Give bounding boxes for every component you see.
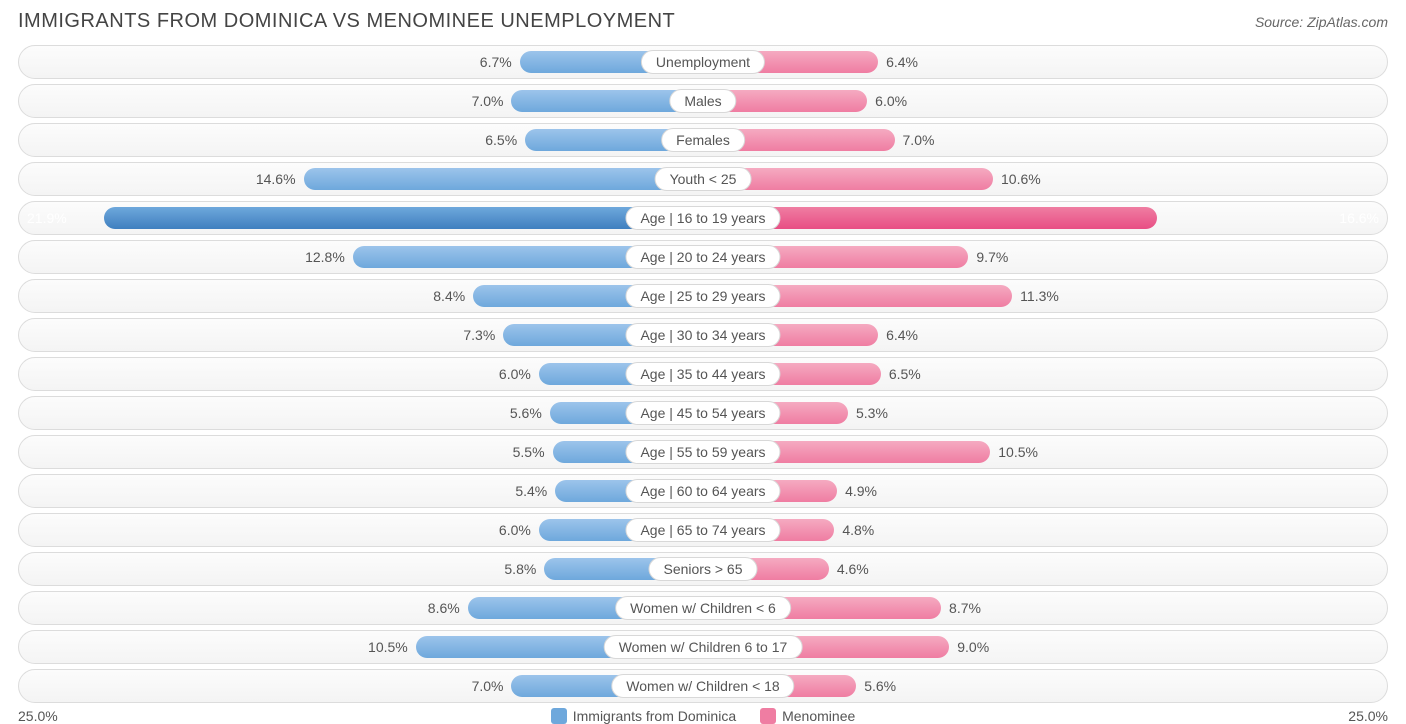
value-right: 4.8% [842, 514, 874, 546]
value-left: 21.9% [27, 202, 67, 234]
value-left: 6.0% [499, 358, 531, 390]
value-right: 9.7% [976, 241, 1008, 273]
category-label: Women w/ Children < 18 [611, 674, 794, 698]
chart-title: IMMIGRANTS FROM DOMINICA VS MENOMINEE UN… [18, 10, 675, 33]
value-right: 4.6% [837, 553, 869, 585]
value-right: 4.9% [845, 475, 877, 507]
legend-swatch-left [551, 708, 567, 724]
value-right: 6.4% [886, 319, 918, 351]
value-right: 7.0% [903, 124, 935, 156]
category-label: Unemployment [641, 50, 765, 74]
chart-row: 8.6% 8.7% Women w/ Children < 6 [18, 591, 1388, 625]
legend-label-left: Immigrants from Dominica [573, 708, 736, 724]
chart-row: 5.5% 10.5% Age | 55 to 59 years [18, 435, 1388, 469]
chart-row: 6.0% 6.5% Age | 35 to 44 years [18, 357, 1388, 391]
legend-item-right: Menominee [760, 708, 855, 724]
category-label: Age | 45 to 54 years [625, 401, 780, 425]
value-left: 5.4% [515, 475, 547, 507]
value-right: 9.0% [957, 631, 989, 663]
value-left: 14.6% [256, 163, 296, 195]
value-left: 8.6% [428, 592, 460, 624]
chart-row: 7.0% 6.0% Males [18, 84, 1388, 118]
chart-row: 14.6% 10.6% Youth < 25 [18, 162, 1388, 196]
value-left: 6.5% [485, 124, 517, 156]
legend-swatch-right [760, 708, 776, 724]
axis-left-max: 25.0% [18, 708, 58, 724]
value-right: 6.4% [886, 46, 918, 78]
value-right: 5.6% [864, 670, 896, 702]
value-left: 7.3% [463, 319, 495, 351]
value-left: 7.0% [472, 670, 504, 702]
value-left: 7.0% [472, 85, 504, 117]
chart-row: 5.4% 4.9% Age | 60 to 64 years [18, 474, 1388, 508]
value-left: 5.6% [510, 397, 542, 429]
chart-row: 10.5% 9.0% Women w/ Children 6 to 17 [18, 630, 1388, 664]
value-left: 5.5% [513, 436, 545, 468]
butterfly-chart: 6.7% 6.4% Unemployment 7.0% 6.0% Males 6.5% 7.0… [18, 45, 1388, 703]
value-left: 6.7% [480, 46, 512, 78]
chart-row: 12.8% 9.7% Age | 20 to 24 years [18, 240, 1388, 274]
chart-row: 6.5% 7.0% Females [18, 123, 1388, 157]
category-label: Age | 60 to 64 years [625, 479, 780, 503]
value-right: 6.0% [875, 85, 907, 117]
category-label: Females [661, 128, 745, 152]
category-label: Women w/ Children < 6 [615, 596, 791, 620]
value-right: 10.5% [998, 436, 1038, 468]
value-left: 10.5% [368, 631, 408, 663]
category-label: Women w/ Children 6 to 17 [604, 635, 803, 659]
bar-left [304, 168, 703, 190]
axis-right-max: 25.0% [1348, 708, 1388, 724]
chart-row: 5.8% 4.6% Seniors > 65 [18, 552, 1388, 586]
value-right: 5.3% [856, 397, 888, 429]
legend: Immigrants from Dominica Menominee [551, 708, 856, 724]
chart-row: 21.9% 16.6% Age | 16 to 19 years [18, 201, 1388, 235]
value-right: 16.6% [1339, 202, 1379, 234]
chart-row: 6.7% 6.4% Unemployment [18, 45, 1388, 79]
category-label: Youth < 25 [655, 167, 752, 191]
chart-source: Source: ZipAtlas.com [1255, 14, 1388, 30]
category-label: Age | 35 to 44 years [625, 362, 780, 386]
category-label: Age | 30 to 34 years [625, 323, 780, 347]
value-right: 11.3% [1020, 280, 1059, 312]
chart-row: 6.0% 4.8% Age | 65 to 74 years [18, 513, 1388, 547]
value-left: 8.4% [433, 280, 465, 312]
category-label: Males [669, 89, 736, 113]
value-left: 12.8% [305, 241, 345, 273]
chart-row: 7.3% 6.4% Age | 30 to 34 years [18, 318, 1388, 352]
chart-row: 7.0% 5.6% Women w/ Children < 18 [18, 669, 1388, 703]
legend-label-right: Menominee [782, 708, 855, 724]
category-label: Age | 20 to 24 years [625, 245, 780, 269]
value-right: 6.5% [889, 358, 921, 390]
legend-item-left: Immigrants from Dominica [551, 708, 736, 724]
category-label: Age | 16 to 19 years [625, 206, 780, 230]
category-label: Seniors > 65 [649, 557, 758, 581]
category-label: Age | 55 to 59 years [625, 440, 780, 464]
category-label: Age | 65 to 74 years [625, 518, 780, 542]
chart-row: 5.6% 5.3% Age | 45 to 54 years [18, 396, 1388, 430]
value-right: 10.6% [1001, 163, 1041, 195]
category-label: Age | 25 to 29 years [625, 284, 780, 308]
bar-left [104, 207, 703, 229]
value-right: 8.7% [949, 592, 981, 624]
value-left: 5.8% [504, 553, 536, 585]
chart-row: 8.4% 11.3% Age | 25 to 29 years [18, 279, 1388, 313]
value-left: 6.0% [499, 514, 531, 546]
